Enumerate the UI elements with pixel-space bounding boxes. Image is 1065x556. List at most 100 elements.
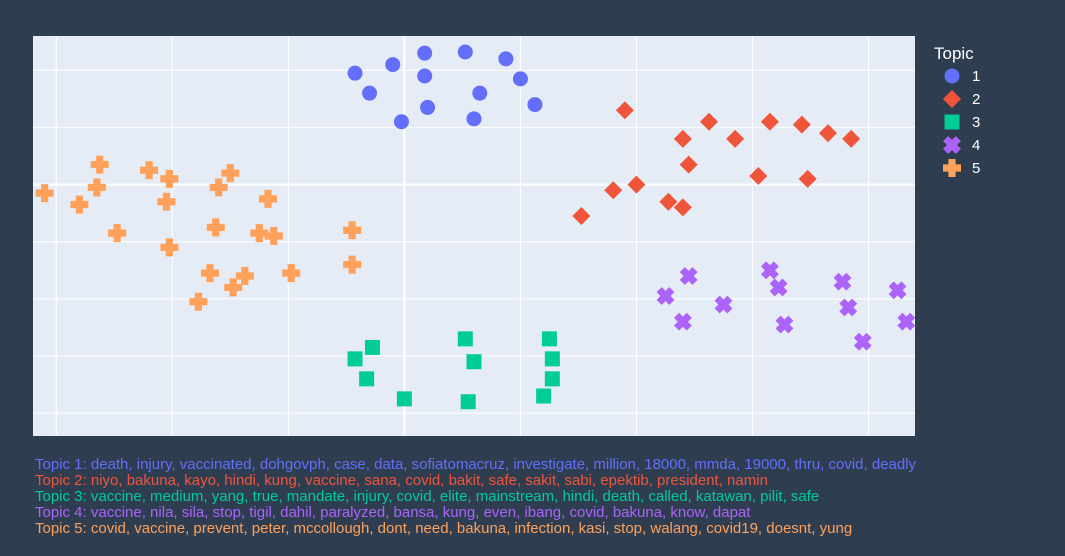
point-topic-3 [544, 371, 560, 387]
point-topic-2 [792, 115, 811, 134]
legend-item-3[interactable]: 3 [944, 114, 981, 131]
legend-item-5[interactable]: 5 [943, 159, 980, 177]
point-topic-3 [460, 394, 476, 410]
point-topic-3 [457, 331, 473, 347]
point-topic-3 [541, 331, 557, 347]
point-topic-5 [70, 195, 89, 214]
legend-item-1[interactable]: 1 [944, 68, 981, 85]
point-topic-2 [798, 169, 817, 188]
point-topic-2 [726, 129, 745, 148]
point-topic-4 [833, 272, 852, 291]
point-topic-5 [264, 227, 283, 245]
legend[interactable]: Topic 1 2 3 4 5 [934, 44, 980, 177]
point-topic-2 [679, 155, 698, 174]
point-topic-1 [362, 85, 378, 101]
data-points [35, 44, 916, 410]
point-topic-3 [536, 388, 552, 404]
point-topic-5 [259, 189, 278, 208]
legend-marker-1 [944, 68, 960, 84]
point-topic-5 [221, 164, 240, 183]
point-topic-2 [673, 198, 692, 217]
topic-note-3: Topic 3: vaccine, medium, yang, true, ma… [35, 488, 820, 505]
point-topic-1 [466, 111, 482, 127]
point-topic-2 [572, 207, 591, 225]
legend-marker-3 [944, 114, 960, 130]
legend-marker-2 [943, 90, 961, 108]
legend-label-4: 4 [972, 137, 980, 154]
point-topic-5 [224, 278, 243, 297]
point-topic-5 [206, 218, 225, 237]
point-topic-5 [189, 292, 208, 311]
point-topic-3 [466, 354, 482, 370]
legend-item-2[interactable]: 2 [943, 90, 980, 108]
topic-note-1: Topic 1: death, injury, vaccinated, dohg… [35, 456, 917, 473]
point-topic-5 [343, 221, 362, 240]
point-topic-2 [842, 129, 861, 148]
topic-note-2: Topic 2: niyo, bakuna, kayo, hindi, kung… [35, 472, 768, 489]
point-topic-2 [760, 112, 779, 131]
legend-label-5: 5 [972, 160, 980, 177]
point-topic-2 [659, 192, 678, 211]
point-topic-1 [417, 45, 433, 61]
legend-marker-5 [943, 159, 961, 177]
point-topic-5 [250, 224, 269, 243]
point-topic-1 [512, 71, 528, 87]
point-topic-1 [347, 65, 363, 81]
point-topic-4 [673, 312, 692, 331]
point-topic-3 [347, 351, 363, 367]
point-topic-1 [472, 85, 488, 101]
point-topic-2 [673, 129, 692, 148]
point-topic-4 [761, 261, 779, 280]
point-topic-5 [343, 255, 362, 274]
point-topic-1 [498, 51, 514, 67]
point-topic-1 [385, 57, 401, 73]
point-topic-5 [140, 161, 159, 180]
point-topic-4 [656, 287, 675, 305]
point-topic-5 [209, 178, 228, 197]
legend-item-4[interactable]: 4 [939, 132, 980, 157]
legend-title: Topic [934, 44, 974, 63]
point-topic-4 [839, 298, 858, 317]
point-topic-5 [282, 264, 301, 283]
point-topic-4 [679, 267, 698, 285]
point-topic-1 [420, 99, 436, 115]
plot-background [33, 36, 915, 436]
point-topic-5 [87, 178, 106, 197]
point-topic-4 [897, 312, 916, 331]
legend-label-3: 3 [972, 114, 980, 131]
legend-label-1: 1 [972, 68, 980, 85]
point-topic-5 [35, 184, 54, 203]
point-topic-2 [700, 112, 719, 131]
point-topic-4 [714, 295, 733, 314]
point-topic-1 [457, 44, 473, 60]
point-topic-5 [160, 169, 179, 188]
point-topic-4 [775, 315, 794, 334]
legend-label-2: 2 [972, 91, 980, 108]
topic-note-5: Topic 5: covid, vaccine, prevent, peter,… [35, 520, 853, 537]
point-topic-2 [749, 167, 768, 185]
point-topic-3 [396, 391, 412, 407]
point-topic-5 [90, 155, 109, 174]
point-topic-4 [853, 332, 872, 351]
point-topic-5 [160, 238, 179, 257]
point-topic-4 [888, 281, 907, 300]
point-topic-4 [769, 278, 788, 297]
point-topic-5 [235, 267, 254, 285]
point-topic-3 [364, 339, 380, 355]
point-topic-1 [417, 68, 433, 84]
point-topic-2 [615, 101, 634, 120]
point-topic-2 [818, 124, 837, 143]
point-topic-5 [108, 224, 127, 243]
point-topic-2 [604, 181, 623, 200]
point-topic-3 [544, 351, 560, 367]
point-topic-1 [527, 97, 543, 113]
point-topic-5 [200, 264, 219, 283]
point-topic-3 [359, 371, 375, 387]
topic-note-4: Topic 4: vaccine, nila, sila, stop, tigi… [35, 504, 751, 521]
point-topic-5 [157, 192, 176, 211]
point-topic-1 [393, 114, 409, 130]
topic-notes: Topic 1: death, injury, vaccinated, dohg… [35, 457, 916, 537]
legend-marker-4 [943, 136, 961, 154]
point-topic-2 [627, 175, 646, 194]
